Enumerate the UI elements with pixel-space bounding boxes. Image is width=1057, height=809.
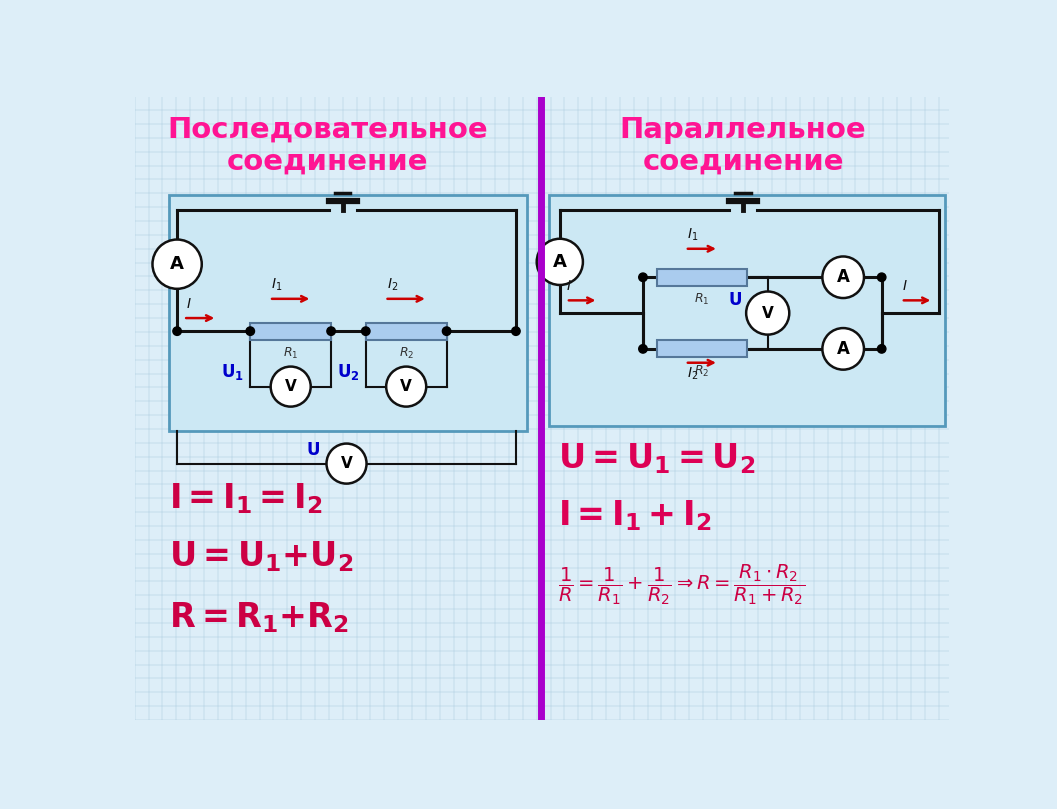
Text: $\mathbf{U}$: $\mathbf{U}$	[728, 291, 742, 309]
Circle shape	[537, 239, 582, 285]
Text: V: V	[762, 306, 774, 320]
Bar	[656, 269, 747, 286]
Circle shape	[327, 443, 367, 484]
Text: V: V	[340, 456, 352, 471]
Text: A: A	[553, 253, 567, 271]
Circle shape	[822, 328, 864, 370]
Text: $I$: $I$	[902, 279, 908, 294]
Bar	[549, 195, 945, 426]
Text: $\mathbf{U_1}$: $\mathbf{U_1}$	[221, 362, 244, 382]
Circle shape	[271, 366, 311, 407]
Text: $I$: $I$	[565, 279, 572, 294]
Text: $R_1$: $R_1$	[283, 345, 298, 361]
Circle shape	[173, 327, 182, 336]
Bar	[251, 323, 331, 340]
Text: A: A	[837, 340, 850, 358]
Text: $R_2$: $R_2$	[398, 345, 414, 361]
Circle shape	[327, 327, 335, 336]
Text: $I_2$: $I_2$	[687, 366, 699, 382]
Bar	[366, 323, 447, 340]
Text: $\mathbf{R{=}R_1{+}R_2}$: $\mathbf{R{=}R_1{+}R_2}$	[169, 600, 350, 635]
Text: $I_2$: $I_2$	[387, 276, 398, 293]
Text: $\mathbf{U_2}$: $\mathbf{U_2}$	[337, 362, 359, 382]
Text: $I_1$: $I_1$	[687, 227, 699, 244]
Text: V: V	[284, 379, 297, 394]
Text: $\mathbf{I{=}I_1{=}I_2}$: $\mathbf{I{=}I_1{=}I_2}$	[169, 481, 322, 516]
Text: Параллельное
соединение: Параллельное соединение	[619, 116, 867, 176]
Text: V: V	[401, 379, 412, 394]
Text: $R_1$: $R_1$	[694, 292, 709, 307]
Text: $\mathit{\mathbf{U = U_1 = U_2}}$: $\mathit{\mathbf{U = U_1 = U_2}}$	[558, 441, 756, 476]
Bar	[169, 195, 527, 431]
Text: $\mathbf{U{=}U_1{+}U_2}$: $\mathbf{U{=}U_1{+}U_2}$	[169, 539, 354, 574]
Circle shape	[638, 345, 647, 353]
Text: Последовательное
соединение: Последовательное соединение	[167, 116, 487, 176]
Circle shape	[246, 327, 255, 336]
Text: $\mathit{\mathbf{I = I_1 + I_2}}$: $\mathit{\mathbf{I = I_1 + I_2}}$	[558, 498, 711, 533]
Text: $I_1$: $I_1$	[272, 276, 282, 293]
Circle shape	[638, 273, 647, 282]
Circle shape	[512, 327, 520, 336]
Circle shape	[877, 273, 886, 282]
Circle shape	[822, 256, 864, 298]
Text: $\dfrac{1}{R} = \dfrac{1}{R_1} + \dfrac{1}{R_2} \Rightarrow R = \dfrac{R_1 \cdot: $\dfrac{1}{R} = \dfrac{1}{R_1} + \dfrac{…	[558, 562, 805, 607]
Circle shape	[386, 366, 426, 407]
Text: A: A	[170, 255, 184, 273]
Text: $\mathbf{U}$: $\mathbf{U}$	[307, 441, 320, 459]
Text: $I$: $I$	[186, 297, 192, 311]
Circle shape	[877, 345, 886, 353]
Circle shape	[443, 327, 451, 336]
Text: $R_2$: $R_2$	[694, 363, 709, 379]
Circle shape	[746, 291, 790, 335]
Circle shape	[152, 239, 202, 289]
Bar	[656, 341, 747, 358]
Text: A: A	[837, 269, 850, 286]
Circle shape	[361, 327, 370, 336]
